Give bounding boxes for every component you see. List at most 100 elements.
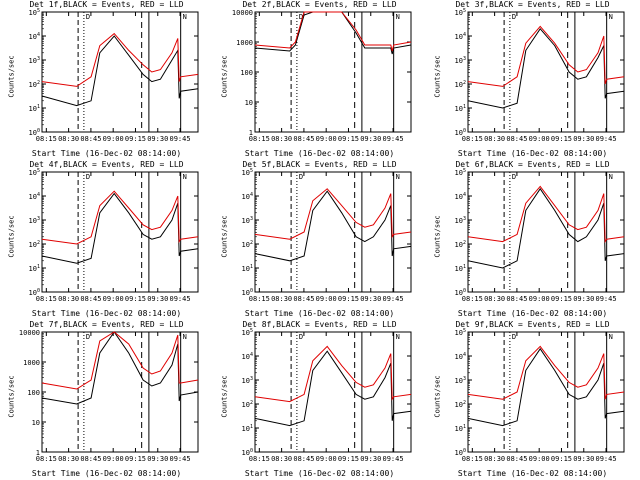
series-line-lld xyxy=(254,345,412,403)
y-tick-label: 100 xyxy=(242,448,253,457)
marker-label: N xyxy=(183,173,187,181)
marker-label: N xyxy=(609,173,613,181)
y-tick-label: 101 xyxy=(29,104,40,113)
marker-label: N xyxy=(609,333,613,341)
marker-label: N xyxy=(609,13,613,21)
y-tick-label: 102 xyxy=(242,400,253,409)
y-axis-label: Counts/sec xyxy=(7,215,16,258)
y-tick-label: 102 xyxy=(29,80,40,89)
x-tick-label: 08:30 xyxy=(484,135,505,143)
x-tick-label: 09:15 xyxy=(125,455,146,463)
y-tick-label: 100 xyxy=(455,128,466,137)
y-tick-label: 105 xyxy=(455,8,466,17)
y-axis-label: Counts/sec xyxy=(220,215,229,258)
y-tick-label: 100 xyxy=(455,448,466,457)
x-tick-label: 09:15 xyxy=(551,135,572,143)
y-axis-label: Counts/sec xyxy=(220,55,229,98)
y-tick-label: 103 xyxy=(29,56,40,65)
series-line-events xyxy=(467,187,625,269)
panel-det-6: 100 101 102 103 104 105 08:15 08:30 08:45 09:00 09… xyxy=(426,160,639,320)
y-tick-label: 1000 xyxy=(236,39,253,47)
y-axis-label: Counts/sec xyxy=(7,55,16,98)
x-tick-label: 08:30 xyxy=(58,295,79,303)
x-tick-label: 09:15 xyxy=(551,295,572,303)
x-tick-label: 08:45 xyxy=(293,455,314,463)
series-line-lld xyxy=(41,331,199,390)
y-tick-label: 10000 xyxy=(19,329,40,337)
x-tick-label: 08:30 xyxy=(271,135,292,143)
plot-frame xyxy=(254,11,412,133)
panel-title: Det 7f,BLACK = Events, RED = LLD xyxy=(29,320,184,329)
x-tick-label: 08:45 xyxy=(506,295,527,303)
y-tick-label: 103 xyxy=(242,376,253,385)
x-tick-label: 09:15 xyxy=(338,295,359,303)
panel-title: Det 6f,BLACK = Events, RED = LLD xyxy=(455,160,610,169)
y-tick-label: 100 xyxy=(455,288,466,297)
x-axis-label: Start Time (16-Dec-02 08:14:00) xyxy=(244,469,395,478)
series-line-events xyxy=(41,192,199,264)
panel-det-4: 100 101 102 103 104 105 08:15 08:30 08:45 09:00 09… xyxy=(0,160,213,320)
series-line-lld xyxy=(467,185,625,244)
x-tick-label: 09:15 xyxy=(125,295,146,303)
panel-title: Det 9f,BLACK = Events, RED = LLD xyxy=(455,320,610,329)
x-tick-label: 08:15 xyxy=(36,295,57,303)
x-tick-label: 08:15 xyxy=(36,135,57,143)
x-tick-label: 09:30 xyxy=(360,135,381,143)
series-line-events xyxy=(254,11,412,55)
panel-title: Det 1f,BLACK = Events, RED = LLD xyxy=(29,0,184,9)
y-axis-label: Counts/sec xyxy=(433,215,442,258)
plot-frame xyxy=(467,171,625,293)
x-axis-label: Start Time (16-Dec-02 08:14:00) xyxy=(244,149,395,158)
y-tick-label: 103 xyxy=(455,376,466,385)
y-tick-label: 101 xyxy=(242,264,253,273)
x-tick-label: 08:15 xyxy=(462,295,483,303)
marker-label: D xyxy=(512,13,516,21)
plot-frame xyxy=(41,11,199,133)
x-tick-label: 08:30 xyxy=(271,455,292,463)
x-tick-label: 08:15 xyxy=(36,455,57,463)
x-tick-label: 09:30 xyxy=(147,135,168,143)
series-line-events xyxy=(41,35,199,107)
y-tick-label: 104 xyxy=(455,32,466,41)
x-tick-label: 09:30 xyxy=(147,455,168,463)
y-tick-label: 101 xyxy=(455,264,466,273)
series-line-events xyxy=(254,350,412,427)
x-axis-label: Start Time (16-Dec-02 08:14:00) xyxy=(31,469,182,478)
x-tick-label: 09:30 xyxy=(573,135,594,143)
x-tick-label: 08:45 xyxy=(293,135,314,143)
y-tick-label: 100 xyxy=(29,128,40,137)
y-tick-label: 100 xyxy=(27,389,40,397)
y-tick-label: 105 xyxy=(29,8,40,17)
panel-det-1: 100 101 102 103 104 105 08:15 08:30 08:45 09:00 09… xyxy=(0,0,213,160)
y-tick-label: 105 xyxy=(242,168,253,177)
x-tick-label: 09:45 xyxy=(170,135,191,143)
x-tick-label: 09:00 xyxy=(103,455,124,463)
x-tick-label: 09:45 xyxy=(596,135,617,143)
x-tick-label: 09:00 xyxy=(316,295,337,303)
x-tick-label: 09:00 xyxy=(103,135,124,143)
y-tick-label: 10 xyxy=(245,99,253,107)
x-tick-label: 08:30 xyxy=(484,295,505,303)
panel-title: Det 5f,BLACK = Events, RED = LLD xyxy=(242,160,397,169)
series-line-events xyxy=(41,331,199,405)
marker-label: D xyxy=(86,333,90,341)
chart-svg: 1 10 100 1000 10000 08:15 08:30 08:45 09:00 09:15… xyxy=(232,9,412,143)
y-tick-label: 102 xyxy=(455,240,466,249)
y-tick-label: 104 xyxy=(242,352,253,361)
y-tick-label: 102 xyxy=(29,240,40,249)
marker-label: N xyxy=(183,13,187,21)
series-line-lld xyxy=(254,11,412,52)
x-axis-label: Start Time (16-Dec-02 08:14:00) xyxy=(244,309,395,318)
y-tick-label: 104 xyxy=(455,352,466,361)
series-line-lld xyxy=(467,345,625,400)
x-tick-label: 08:45 xyxy=(506,135,527,143)
x-tick-label: 09:30 xyxy=(360,295,381,303)
x-tick-label: 09:00 xyxy=(103,295,124,303)
x-tick-label: 09:15 xyxy=(338,135,359,143)
